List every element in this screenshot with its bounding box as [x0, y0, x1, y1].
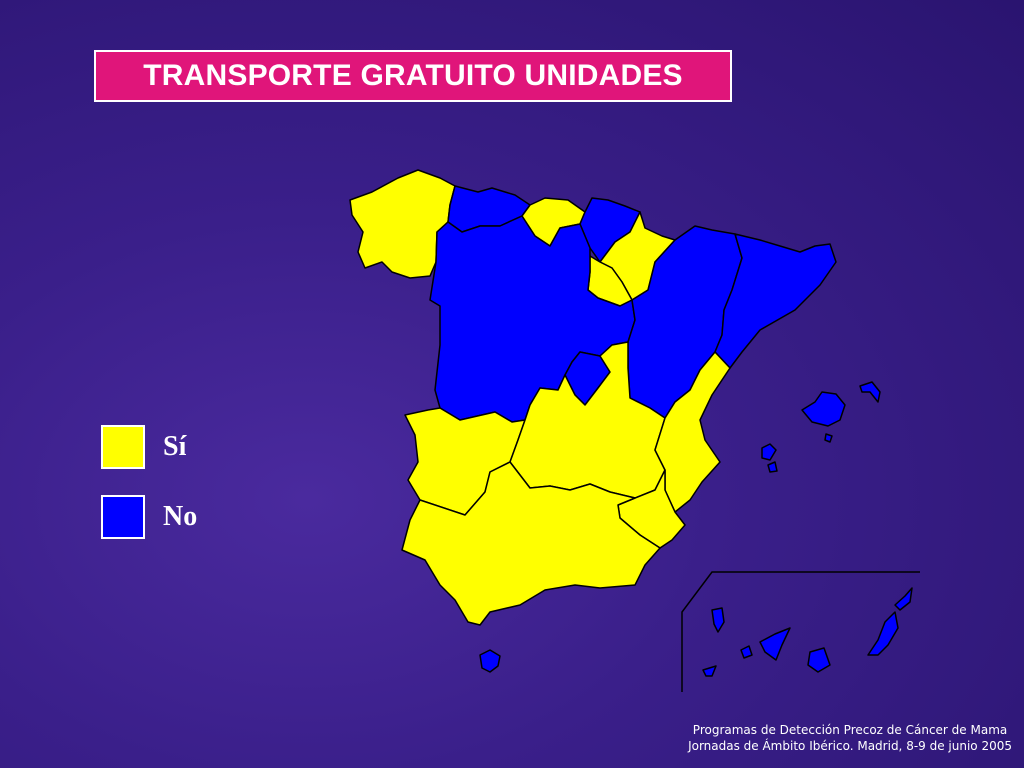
legend-label-yes: Sí [163, 431, 187, 462]
legend-item-no: No [101, 495, 197, 539]
footer-line-2: Jornadas de Ámbito Ibérico. Madrid, 8-9 … [688, 739, 1012, 753]
region-ceuta [479, 649, 501, 673]
region-canarias-la-palma [711, 607, 725, 633]
footer-line-1: Programas de Detección Precoz de Cáncer … [692, 723, 1008, 737]
legend-item-yes: Sí [101, 425, 186, 469]
region-cataluna [714, 233, 837, 369]
region-canarias-gran-canaria [807, 647, 831, 673]
title-box: TRANSPORTE GRATUITO UNIDADES [94, 50, 732, 102]
region-baleares-menorca [859, 381, 881, 403]
region-baleares-cabrera [824, 433, 833, 443]
region-andalucia [401, 461, 661, 626]
footer: Programas de Detección Precoz de Cáncer … [688, 722, 1012, 754]
region-comunidad-valenciana [654, 351, 731, 513]
region-canarias-lanzarote [894, 587, 913, 611]
legend-swatch-yes [101, 425, 145, 469]
region-baleares-formentera [767, 461, 778, 473]
legend-swatch-no [101, 495, 145, 539]
slide-title: TRANSPORTE GRATUITO UNIDADES [143, 59, 683, 92]
legend-label-no: No [163, 501, 198, 532]
region-canarias-el-hierro [702, 665, 717, 677]
region-canarias-fuerteventura [867, 611, 899, 656]
region-canarias-tenerife [759, 627, 791, 661]
canarias-inset-frame [681, 571, 920, 692]
region-baleares-mallorca [801, 391, 846, 427]
region-canarias-la-gomera [740, 645, 753, 659]
region-baleares-ibiza [761, 443, 777, 461]
